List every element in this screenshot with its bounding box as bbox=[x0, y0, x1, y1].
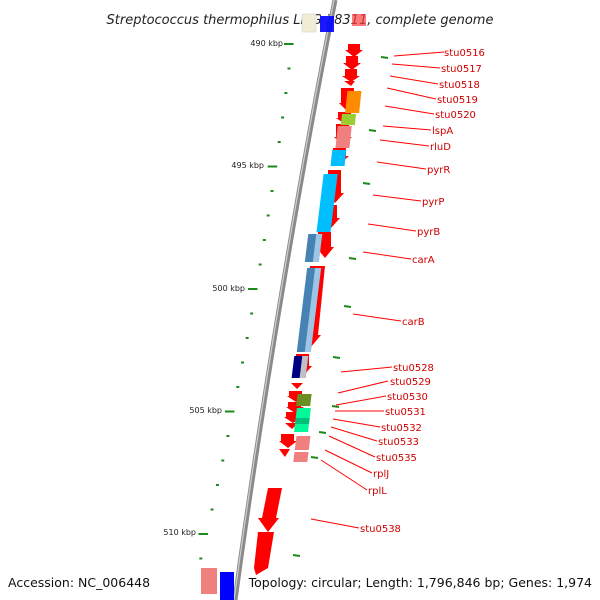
inner-tick bbox=[331, 405, 340, 408]
footer-accession: Accession: NC_006448 bbox=[8, 575, 150, 590]
gene-label-rluD: rluD bbox=[430, 142, 451, 153]
category-box-stu0532-dark bbox=[294, 418, 310, 424]
inner-tick bbox=[348, 257, 357, 260]
category-box-carB-light bbox=[304, 268, 322, 352]
leader-stu0533 bbox=[330, 426, 378, 442]
leader-stu0528 bbox=[340, 366, 393, 373]
leader-stu0529 bbox=[337, 380, 389, 394]
inner-tick bbox=[332, 356, 341, 359]
gene-arrow-stu0533 bbox=[285, 423, 298, 429]
gene-arrow-stu0538b bbox=[254, 532, 274, 575]
inner-tick bbox=[362, 182, 371, 185]
gene-feature-top-blue bbox=[320, 16, 334, 32]
leader-rplL bbox=[320, 459, 368, 491]
tick-marks bbox=[198, 43, 389, 560]
gene-feature-top-pale bbox=[301, 13, 317, 33]
gene-label-stu0517: stu0517 bbox=[441, 64, 482, 75]
inner-tick bbox=[380, 56, 389, 59]
gene-label-pyrP: pyrP bbox=[422, 197, 444, 208]
leader-stu0535 bbox=[328, 435, 376, 458]
leader-stu0516 bbox=[393, 51, 445, 57]
gene-arrow-stu0538 bbox=[258, 488, 282, 532]
category-box-lspA bbox=[335, 126, 352, 148]
gene-label-stu0531: stu0531 bbox=[385, 407, 426, 418]
gene-label-stu0530: stu0530 bbox=[387, 392, 428, 403]
leader-carA bbox=[362, 251, 412, 260]
gene-feature-top-red bbox=[352, 14, 366, 26]
leader-stu0517 bbox=[391, 63, 441, 69]
gene-label-carB: carB bbox=[402, 317, 425, 328]
leader-stu0532 bbox=[332, 418, 381, 428]
category-box-stu0519 bbox=[345, 91, 362, 113]
category-box-pyrP bbox=[316, 174, 338, 232]
gene-label-stu0538: stu0538 bbox=[360, 524, 401, 535]
gene-label-rplJ: rplJ bbox=[373, 469, 389, 480]
inner-tick bbox=[318, 431, 327, 434]
leader-lines bbox=[310, 51, 445, 529]
leader-rplJ bbox=[324, 449, 373, 474]
leader-stu0518 bbox=[389, 75, 439, 85]
category-box-rplJ bbox=[293, 452, 309, 462]
leader-stu0530 bbox=[335, 395, 387, 406]
gene-label-stu0518: stu0518 bbox=[439, 80, 480, 91]
gene-arrow-stu0518b bbox=[344, 81, 355, 86]
category-boxes bbox=[201, 91, 362, 600]
leader-stu0519 bbox=[386, 87, 437, 100]
category-box-pyrR bbox=[330, 150, 347, 166]
tick-label-510: 510 kbp bbox=[163, 528, 196, 537]
gene-arrow-rplJ bbox=[279, 449, 290, 457]
leader-stu0538 bbox=[310, 518, 360, 529]
tick-label-500: 500 kbp bbox=[212, 284, 245, 293]
leader-rluD bbox=[379, 139, 430, 147]
gene-label-stu0533: stu0533 bbox=[378, 437, 419, 448]
gene-label-stu0532: stu0532 bbox=[381, 423, 422, 434]
category-box-stu0528-light bbox=[299, 356, 309, 378]
category-box-stu0520 bbox=[340, 114, 357, 125]
inner-tick bbox=[310, 456, 319, 459]
footer-summary: Topology: circular; Length: 1,796,846 bp… bbox=[248, 575, 592, 590]
gene-label-stu0528: stu0528 bbox=[393, 363, 434, 374]
category-box-stu0535 bbox=[294, 436, 311, 450]
gene-label-stu0519: stu0519 bbox=[437, 95, 478, 106]
gene-label-stu0529: stu0529 bbox=[390, 377, 431, 388]
gene-arrow-stu0529 bbox=[291, 383, 303, 389]
tick-labels: 490 kbp 495 kbp 500 kbp 505 kbp 510 kbp bbox=[163, 39, 283, 537]
leader-carB bbox=[352, 313, 402, 322]
inner-tick bbox=[368, 129, 377, 132]
gene-arrow-stu0530 bbox=[287, 391, 305, 402]
gene-arrow-stu0518 bbox=[342, 69, 360, 82]
genome-backbone bbox=[232, 0, 338, 600]
gene-arrow-stu0516 bbox=[345, 44, 363, 57]
gene-label-stu0520: stu0520 bbox=[435, 110, 476, 121]
tick-label-505: 505 kbp bbox=[189, 406, 222, 415]
gene-label-carA: carA bbox=[412, 255, 435, 266]
gene-label-pyrB: pyrB bbox=[417, 227, 440, 238]
tick-label-490: 490 kbp bbox=[250, 39, 283, 48]
gene-label-stu0516: stu0516 bbox=[444, 48, 485, 59]
gene-labels: stu0516 stu0517 stu0518 stu0519 stu0520 … bbox=[360, 48, 485, 535]
genome-backbone-highlight bbox=[233, 0, 335, 600]
gene-label-lspA: lspA bbox=[432, 126, 453, 137]
gene-label-pyrR: pyrR bbox=[427, 165, 450, 176]
map-title: Streptococcus thermophilus LMG 18311, co… bbox=[107, 13, 494, 28]
gene-label-stu0535: stu0535 bbox=[376, 453, 417, 464]
inner-tick bbox=[292, 554, 301, 557]
category-box-carA-light bbox=[312, 234, 323, 262]
gene-arrow-stu0517 bbox=[343, 56, 361, 70]
gene-label-rplL: rplL bbox=[368, 486, 387, 497]
leader-lspA bbox=[382, 125, 432, 131]
leader-pyrR bbox=[376, 161, 427, 170]
category-box-bottom-pink bbox=[201, 568, 217, 594]
category-box-bottom-blue bbox=[220, 572, 234, 600]
leader-pyrP bbox=[372, 194, 422, 202]
leader-pyrB bbox=[367, 223, 417, 232]
leader-stu0520 bbox=[384, 105, 435, 115]
tick-label-495: 495 kbp bbox=[231, 161, 264, 170]
inner-tick bbox=[343, 305, 352, 308]
gene-arrow-stu0535 bbox=[279, 434, 297, 448]
category-box-stu0530 bbox=[296, 394, 312, 406]
